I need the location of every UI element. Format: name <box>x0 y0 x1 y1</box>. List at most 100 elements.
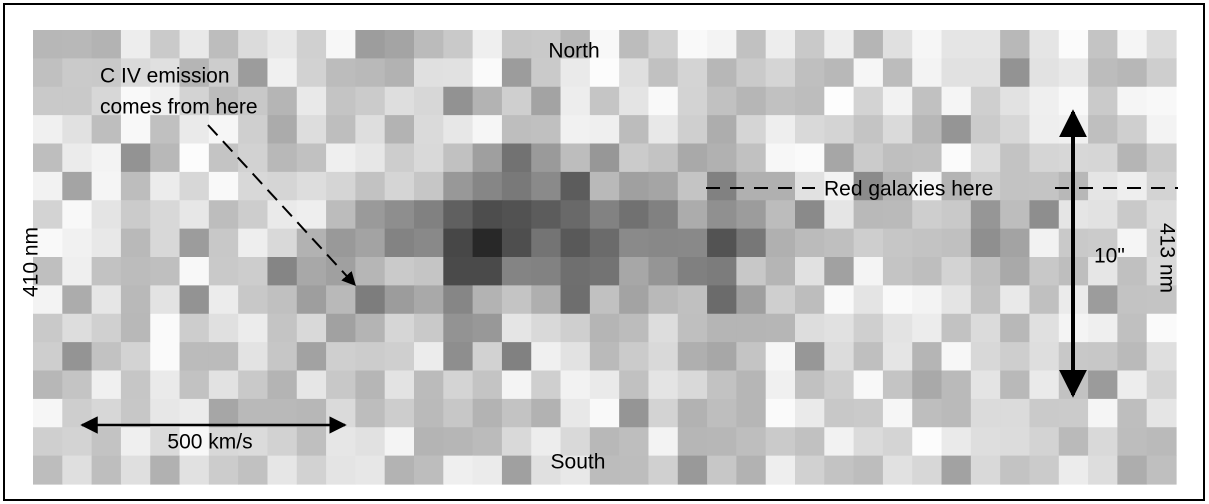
pixel <box>238 228 269 258</box>
pixel <box>179 398 210 428</box>
pixel <box>150 285 181 315</box>
pixel <box>501 427 532 457</box>
pixel <box>1000 30 1031 59</box>
pixel <box>267 143 298 173</box>
pixel <box>208 228 239 258</box>
pixel <box>560 257 591 286</box>
pixel <box>736 143 767 173</box>
pixel <box>501 58 532 88</box>
pixel <box>912 285 943 315</box>
pixel <box>296 370 327 400</box>
pixel <box>443 171 474 201</box>
pixel <box>560 200 591 230</box>
pixel <box>267 427 298 457</box>
pixel <box>33 285 63 315</box>
pixel <box>912 200 943 230</box>
pixel <box>384 30 415 59</box>
pixel <box>589 228 620 258</box>
pixel <box>179 115 210 145</box>
pixel <box>619 115 650 145</box>
pixel <box>355 143 386 173</box>
pixel <box>619 427 650 457</box>
pixel <box>414 398 444 428</box>
pixel <box>1088 257 1118 286</box>
pixel <box>472 143 503 173</box>
pixel <box>853 228 884 258</box>
pixel <box>795 228 825 258</box>
pixel <box>267 30 298 59</box>
pixel <box>384 86 415 116</box>
pixel <box>677 455 708 485</box>
pixel <box>1117 398 1148 428</box>
pixel <box>120 171 151 201</box>
pixel <box>384 115 415 145</box>
pixel <box>414 455 444 485</box>
pixel <box>179 342 210 372</box>
pixel <box>1000 370 1031 400</box>
pixel <box>414 313 444 343</box>
pixel <box>736 228 767 258</box>
pixel <box>1029 30 1060 59</box>
pixel <box>443 342 474 372</box>
pixel <box>1088 427 1118 457</box>
pixel <box>62 30 93 59</box>
pixel <box>912 427 943 457</box>
pixel <box>1088 171 1118 201</box>
pixel <box>1029 115 1060 145</box>
pixel <box>384 143 415 173</box>
pixel <box>619 86 650 116</box>
pixel <box>238 86 269 116</box>
pixel <box>443 86 474 116</box>
pixel <box>62 455 93 485</box>
pixel <box>882 342 913 372</box>
pixel <box>736 427 767 457</box>
pixel <box>238 200 269 230</box>
pixel <box>1088 285 1118 315</box>
pixel <box>1117 30 1148 59</box>
pixel <box>120 427 151 457</box>
pixel <box>472 370 503 400</box>
pixel <box>589 257 620 286</box>
pixel <box>824 313 855 343</box>
pixel <box>238 398 269 428</box>
pixel <box>443 285 474 315</box>
pixel <box>326 30 356 59</box>
pixel <box>912 370 943 400</box>
pixel <box>736 370 767 400</box>
pixel <box>795 171 825 201</box>
pixel <box>238 342 269 372</box>
pixel <box>1146 58 1177 88</box>
pixel <box>531 171 562 201</box>
pixel <box>1146 455 1177 485</box>
pixel <box>326 427 356 457</box>
pixel <box>853 86 884 116</box>
pixel <box>62 257 93 286</box>
pixel <box>91 427 122 457</box>
pixel <box>1000 200 1031 230</box>
pixel <box>238 115 269 145</box>
pixel <box>501 285 532 315</box>
pixel <box>33 398 63 428</box>
pixel <box>384 58 415 88</box>
pixel <box>326 58 356 88</box>
pixel <box>941 257 972 286</box>
pixel <box>414 370 444 400</box>
pixel <box>179 143 210 173</box>
pixel <box>384 285 415 315</box>
pixel <box>1029 200 1060 230</box>
pixel <box>120 370 151 400</box>
pixel <box>707 398 737 428</box>
pixel <box>619 171 650 201</box>
pixel <box>531 370 562 400</box>
pixel <box>1117 200 1148 230</box>
pixel <box>648 398 679 428</box>
pixel <box>677 427 708 457</box>
pixel <box>560 285 591 315</box>
pixel <box>150 455 181 485</box>
pixel <box>384 342 415 372</box>
pixel <box>970 115 1001 145</box>
pixel <box>326 285 356 315</box>
pixel <box>560 143 591 173</box>
pixel <box>853 427 884 457</box>
pixel <box>355 285 386 315</box>
